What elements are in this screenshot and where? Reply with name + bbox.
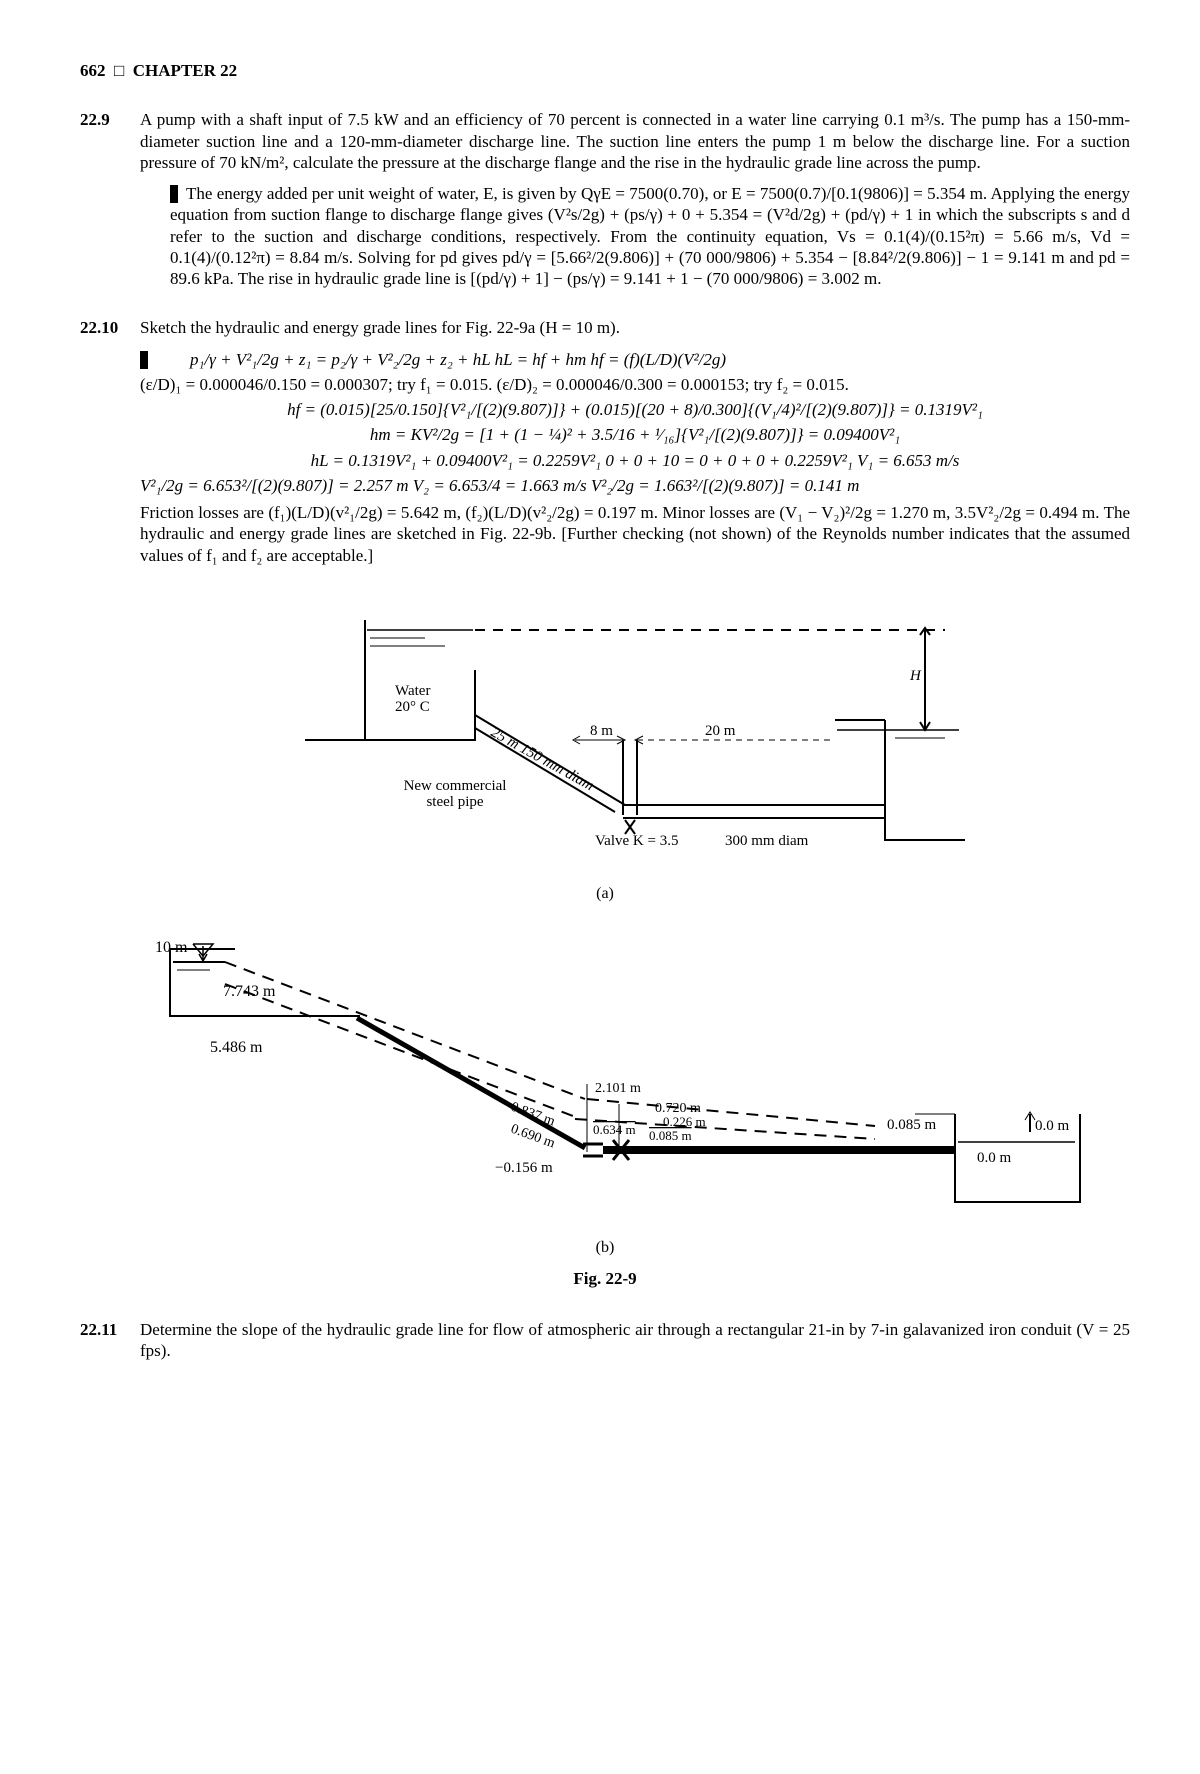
eq-line: p₁/γ + V²₁/2g + z₁ = p₂/γ + V²₂/2g + z₂ …	[140, 349, 1130, 370]
problem-body: A pump with a shaft input of 7.5 kW and …	[140, 109, 1130, 289]
problem-statement: Sketch the hydraulic and energy grade li…	[140, 318, 620, 337]
eq5: hL = 0.1319V²₁ + 0.09400V²₁ = 0.2259V²₁ …	[311, 451, 960, 470]
figure-b-sublabel: (b)	[80, 1238, 1130, 1258]
solution-paragraph-2: Friction losses are (f₁)(L/D)(v²₁/2g) = …	[140, 502, 1130, 566]
dim-8m: 8 m	[590, 723, 613, 739]
dim-20m: 20 m	[705, 723, 736, 739]
pipe2-label: 300 mm diam	[725, 833, 809, 849]
eq1: p₁/γ + V²₁/2g + z₁ = p₂/γ + V²₂/2g + z₂ …	[190, 350, 726, 369]
H-label: H	[909, 668, 922, 684]
label-7743: 7.743 m	[223, 983, 276, 1000]
new-pipe-label: New commercialsteel pipe	[404, 778, 507, 810]
eq3: hf = (0.015)[25/0.150]{V²₁/[(2)(9.807)]}…	[287, 400, 983, 419]
page-number: 662	[80, 61, 106, 80]
eq2: (ε/D)₁ = 0.000046/0.150 = 0.000307; try …	[140, 374, 1130, 395]
solution: The energy added per unit weight of wate…	[140, 183, 1130, 289]
figure-a-sublabel: (a)	[80, 884, 1130, 904]
problem-22-11: 22.11 Determine the slope of the hydraul…	[80, 1319, 1130, 1362]
figure-a-svg: Water20° C 25 m 150 mm diam New commerci…	[245, 600, 965, 880]
valve-label: Valve K = 3.5	[595, 833, 678, 849]
label-0085a: 0.085 m	[649, 1128, 692, 1143]
problem-body: Determine the slope of the hydraulic gra…	[140, 1319, 1130, 1362]
label-5486: 5.486 m	[210, 1039, 263, 1056]
figure-caption: Fig. 22-9	[80, 1268, 1130, 1289]
problem-22-9: 22.9 A pump with a shaft input of 7.5 kW…	[80, 109, 1130, 289]
label-0085b: 0.085 m	[887, 1117, 937, 1133]
problem-number: 22.9	[80, 109, 140, 289]
label-2101: 2.101 m	[595, 1081, 641, 1096]
label-00m: 0.0 m	[977, 1150, 1012, 1166]
label-00: 0.0 m	[1035, 1118, 1070, 1134]
eq4: hm = KV²/2g = [1 + (1 − ¼)² + 3.5/16 + ¹…	[370, 425, 900, 444]
problem-number: 22.10	[80, 317, 140, 570]
water-label: Water20° C	[395, 683, 430, 715]
chapter-title: CHAPTER 22	[133, 61, 237, 80]
page-header: 662 □ CHAPTER 22	[80, 60, 1130, 81]
problem-statement: Determine the slope of the hydraulic gra…	[140, 1320, 1130, 1360]
problem-number: 22.11	[80, 1319, 140, 1362]
label-0226: 0.226 m	[663, 1114, 706, 1129]
label-10m: 10 m	[155, 939, 188, 956]
problem-body: Sketch the hydraulic and energy grade li…	[140, 317, 1130, 570]
label-neg0156: −0.156 m	[495, 1160, 553, 1176]
solution-mark-icon	[170, 185, 178, 203]
label-0634: 0.634 m	[593, 1122, 636, 1137]
figure-b-svg: 10 m 7.743 m 5.486 m 0.837 m 0.690 m 2.1…	[115, 934, 1095, 1234]
figure-22-9a: Water20° C 25 m 150 mm diam New commerci…	[80, 600, 1130, 904]
figure-22-9b: 10 m 7.743 m 5.486 m 0.837 m 0.690 m 2.1…	[80, 934, 1130, 1258]
problem-22-10: 22.10 Sketch the hydraulic and energy gr…	[80, 317, 1130, 570]
solution-mark-icon	[140, 351, 148, 369]
problem-statement: A pump with a shaft input of 7.5 kW and …	[140, 110, 1130, 172]
solution: p₁/γ + V²₁/2g + z₁ = p₂/γ + V²₂/2g + z₂ …	[140, 349, 1130, 566]
separator: □	[114, 61, 124, 80]
solution-text: The energy added per unit weight of wate…	[170, 184, 1130, 288]
eq6: V²₁/2g = 6.653²/[(2)(9.807)] = 2.257 m V…	[140, 476, 859, 495]
